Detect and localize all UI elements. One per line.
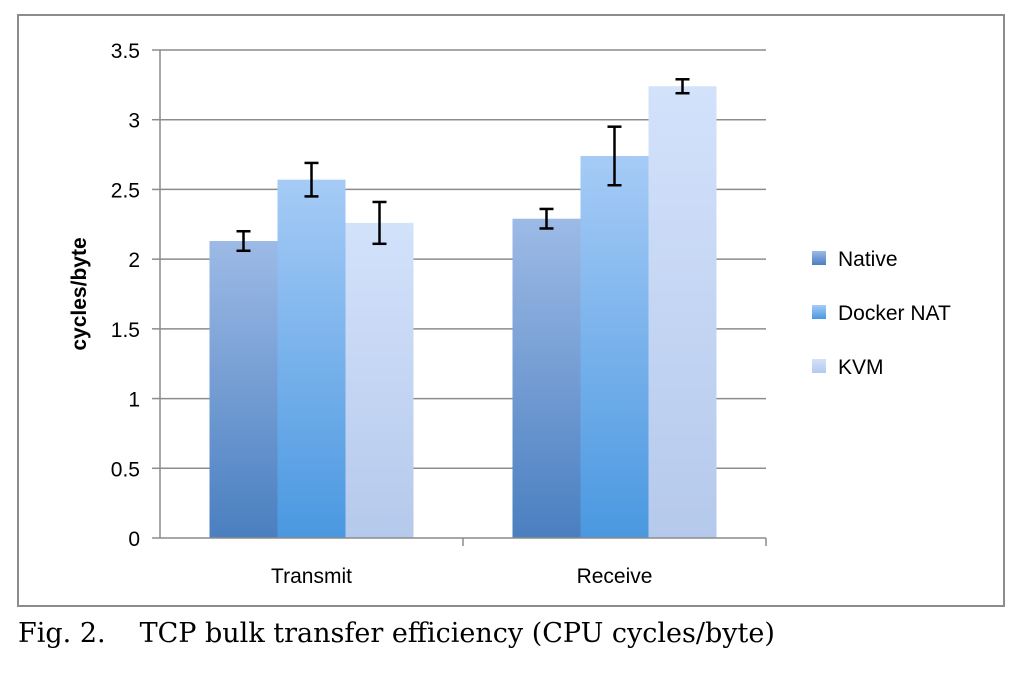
figure-caption: Fig. 2. TCP bulk transfer efficiency (CPU… [18,618,775,649]
y-axis-label: cycles/byte [68,237,91,350]
x-tick-label: Transmit [271,565,352,588]
x-tick-label: Receive [577,565,653,588]
legend-swatch [812,251,826,265]
chart-frame [17,14,1005,607]
bar-kvm [345,222,414,539]
bar-native [209,241,278,538]
y-tick-label: 0.5 [111,458,140,481]
bar-docker-nat [277,179,346,538]
bar-kvm [648,86,717,538]
legend-swatch [812,359,826,373]
legend-label: Docker NAT [838,302,951,325]
axes: 0 0.5 1 1.5 2 2.5 3 3.5 cycles/byte Transmit Recei… [68,40,767,588]
caption-text: TCP bulk transfer efficiency (CPU cycles… [139,618,775,649]
error-bars [236,78,690,253]
y-tick-label: 1.5 [111,319,140,342]
y-tick-label: 1 [128,389,140,412]
caption-label: Fig. 2. [18,618,106,649]
y-tick-label: 3.5 [111,40,140,63]
legend-label: Native [838,248,898,271]
y-tick-label: 0 [128,528,140,551]
y-tick-label: 2.5 [111,179,140,202]
y-tick-label: 3 [128,110,140,133]
bars [209,86,717,539]
y-tick-label: 2 [128,249,140,272]
legend: Native Docker NAT KVM [812,248,951,379]
legend-label: KVM [838,356,884,379]
bar-docker-nat [580,155,649,539]
legend-swatch [812,305,826,319]
bar-native [512,218,581,539]
